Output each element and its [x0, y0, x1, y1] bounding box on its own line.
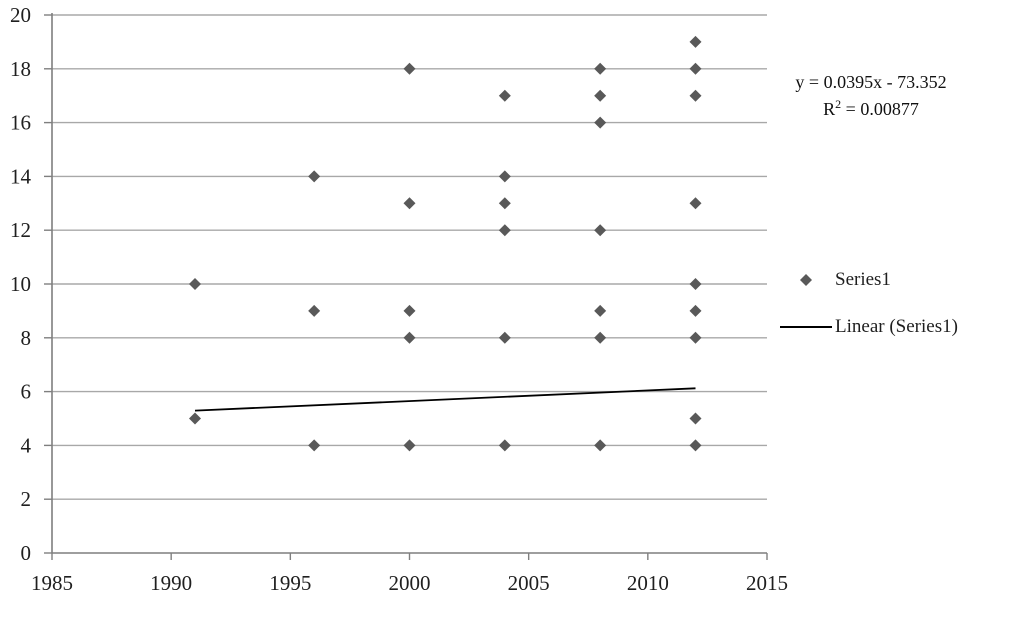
- data-point: [403, 439, 416, 452]
- data-point: [689, 304, 702, 317]
- data-point: [689, 331, 702, 344]
- data-point: [689, 62, 702, 75]
- y-tick-label: 6: [21, 380, 32, 404]
- trendline: [194, 387, 696, 412]
- x-tick-label: 2015: [746, 571, 788, 595]
- x-tick-label: 2010: [627, 571, 669, 595]
- data-point: [594, 62, 607, 75]
- x-tick-label: 2005: [508, 571, 550, 595]
- data-point: [403, 331, 416, 344]
- y-tick-label: 18: [10, 57, 31, 81]
- x-tick-label: 1995: [269, 571, 311, 595]
- r-squared-value: = 0.00877: [841, 99, 919, 119]
- y-tick-label: 4: [21, 433, 32, 457]
- data-point: [594, 439, 607, 452]
- data-point: [689, 89, 702, 102]
- r-squared-exponent: 2: [835, 97, 842, 111]
- data-point: [594, 116, 607, 129]
- y-tick-label: 20: [10, 3, 31, 27]
- line-marker-icon: [780, 320, 832, 334]
- data-point: [689, 439, 702, 452]
- legend-label-series1: Series1: [835, 269, 891, 290]
- legend-item-linear: Linear (Series1): [780, 310, 958, 344]
- x-tick-label: 1990: [150, 571, 192, 595]
- y-tick-label: 16: [10, 111, 31, 135]
- y-tick-label: 2: [21, 487, 32, 511]
- data-point: [403, 197, 416, 210]
- data-point: [403, 304, 416, 317]
- data-point: [689, 197, 702, 210]
- equation-line: y = 0.0395x - 73.352: [795, 72, 947, 92]
- y-tick-label: 8: [21, 326, 32, 350]
- data-point: [594, 304, 607, 317]
- data-point: [189, 278, 201, 290]
- diamond-marker-icon: [780, 273, 832, 287]
- data-point: [498, 439, 511, 452]
- y-tick-label: 0: [21, 541, 32, 565]
- data-point: [689, 278, 702, 290]
- data-point: [689, 412, 702, 425]
- data-point: [308, 439, 321, 452]
- y-tick-label: 14: [10, 164, 32, 188]
- data-point: [189, 412, 201, 425]
- data-point: [498, 331, 511, 344]
- data-point: [594, 331, 607, 344]
- x-tick-label: 1985: [31, 571, 73, 595]
- data-point: [594, 224, 607, 237]
- r-squared-line: R2 = 0.00877: [753, 96, 989, 123]
- r-squared-base: R: [823, 99, 836, 119]
- data-point: [498, 197, 511, 210]
- data-point: [498, 224, 511, 237]
- y-tick-label: 10: [10, 272, 31, 296]
- data-point: [498, 170, 511, 183]
- data-point: [403, 62, 416, 75]
- legend-item-series1: Series1: [780, 263, 958, 297]
- y-tick-label: 12: [10, 218, 31, 242]
- data-point: [498, 89, 511, 102]
- x-tick-label: 2000: [389, 571, 431, 595]
- data-point: [689, 35, 702, 48]
- data-point: [308, 304, 321, 317]
- data-point: [308, 170, 321, 183]
- legend: Series1 Linear (Series1): [780, 263, 958, 344]
- trendline-equation: y = 0.0395x - 73.352 R2 = 0.00877: [753, 69, 989, 123]
- legend-label-linear: Linear (Series1): [835, 316, 958, 337]
- data-point: [594, 89, 607, 102]
